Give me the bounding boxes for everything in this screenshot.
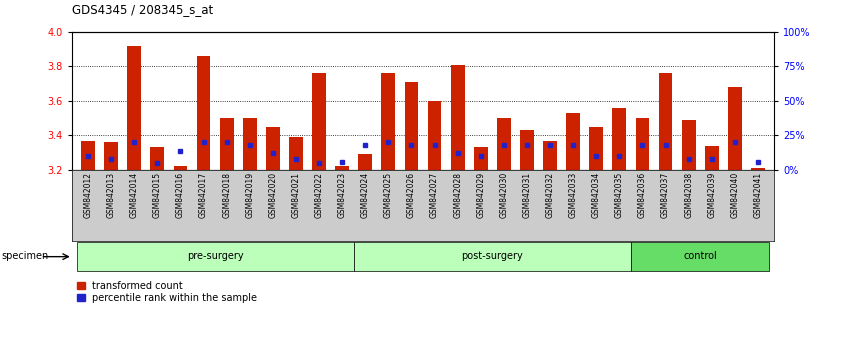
Bar [658,73,673,170]
Bar [81,141,95,170]
Bar [104,142,118,170]
Text: GSM842028: GSM842028 [453,172,462,218]
Bar [635,118,650,170]
Bar [404,82,419,170]
Bar [312,73,326,170]
Text: GSM842026: GSM842026 [407,172,416,218]
FancyBboxPatch shape [631,242,770,271]
Bar [266,127,280,170]
Bar [543,141,557,170]
Bar [359,154,372,170]
Text: GSM842027: GSM842027 [430,172,439,218]
Bar [590,127,603,170]
Text: GSM842024: GSM842024 [360,172,370,218]
Text: GSM842038: GSM842038 [684,172,693,218]
Bar [566,113,580,170]
Bar [497,118,511,170]
FancyBboxPatch shape [76,242,354,271]
Text: GSM842033: GSM842033 [569,172,578,218]
Bar [382,73,395,170]
Bar [751,168,765,170]
Text: GSM842039: GSM842039 [707,172,717,218]
Bar [728,87,742,170]
Text: GSM842031: GSM842031 [523,172,531,218]
Text: pre-surgery: pre-surgery [187,251,244,261]
Text: GSM842041: GSM842041 [754,172,762,218]
Text: GSM842016: GSM842016 [176,172,185,218]
Text: specimen: specimen [2,251,49,261]
Bar [243,118,256,170]
Bar [196,56,211,170]
Text: GSM842012: GSM842012 [84,172,92,218]
Legend: transformed count, percentile rank within the sample: transformed count, percentile rank withi… [77,281,257,303]
Text: GSM842040: GSM842040 [730,172,739,218]
Bar [705,146,718,170]
Text: GSM842017: GSM842017 [199,172,208,218]
Text: GSM842022: GSM842022 [315,172,323,218]
Text: GSM842018: GSM842018 [222,172,231,218]
Bar [151,148,164,170]
Bar [220,118,233,170]
Text: GDS4345 / 208345_s_at: GDS4345 / 208345_s_at [72,3,213,16]
Text: GSM842014: GSM842014 [129,172,139,218]
Text: GSM842020: GSM842020 [268,172,277,218]
Text: GSM842025: GSM842025 [384,172,393,218]
Bar [451,65,464,170]
Bar [474,148,487,170]
Text: GSM842029: GSM842029 [476,172,486,218]
FancyBboxPatch shape [354,242,631,271]
Bar [613,108,626,170]
Text: post-surgery: post-surgery [461,251,523,261]
Bar [128,46,141,170]
Text: GSM842036: GSM842036 [638,172,647,218]
Text: GSM842013: GSM842013 [107,172,116,218]
Text: GSM842035: GSM842035 [615,172,624,218]
Text: GSM842032: GSM842032 [546,172,554,218]
Text: control: control [684,251,717,261]
Text: GSM842037: GSM842037 [661,172,670,218]
Text: GSM842034: GSM842034 [591,172,601,218]
Text: GSM842019: GSM842019 [245,172,255,218]
Bar [427,101,442,170]
Bar [289,137,303,170]
Bar [335,166,349,170]
Text: GSM842015: GSM842015 [153,172,162,218]
Text: GSM842021: GSM842021 [292,172,300,218]
Bar [173,166,188,170]
Text: GSM842023: GSM842023 [338,172,347,218]
Bar [682,120,695,170]
Bar [520,130,534,170]
Text: GSM842030: GSM842030 [499,172,508,218]
